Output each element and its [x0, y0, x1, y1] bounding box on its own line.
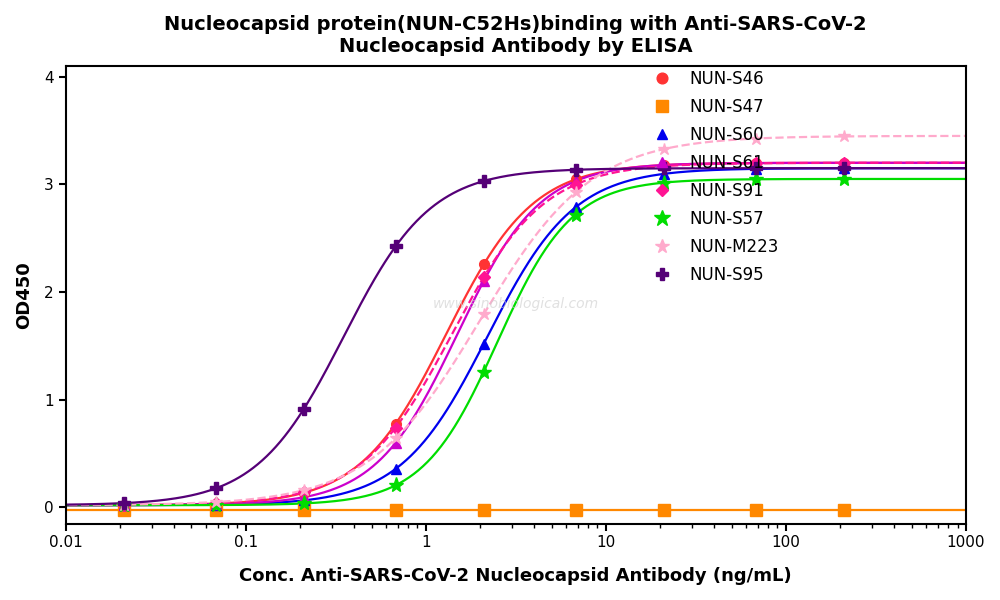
Text: www.sinobiological.com: www.sinobiological.com — [433, 297, 599, 311]
Y-axis label: OD450: OD450 — [15, 261, 33, 329]
Title: Nucleocapsid protein(NUN-C52Hs)binding with Anti-SARS-CoV-2
Nucleocapsid Antibod: Nucleocapsid protein(NUN-C52Hs)binding w… — [164, 15, 867, 56]
X-axis label: Conc. Anti-SARS-CoV-2 Nucleocapsid Antibody (ng/mL): Conc. Anti-SARS-CoV-2 Nucleocapsid Antib… — [239, 567, 792, 585]
Legend: NUN-S46, NUN-S47, NUN-S60, NUN-S61, NUN-S91, NUN-S57, NUN-M223, NUN-S95: NUN-S46, NUN-S47, NUN-S60, NUN-S61, NUN-… — [646, 70, 778, 284]
